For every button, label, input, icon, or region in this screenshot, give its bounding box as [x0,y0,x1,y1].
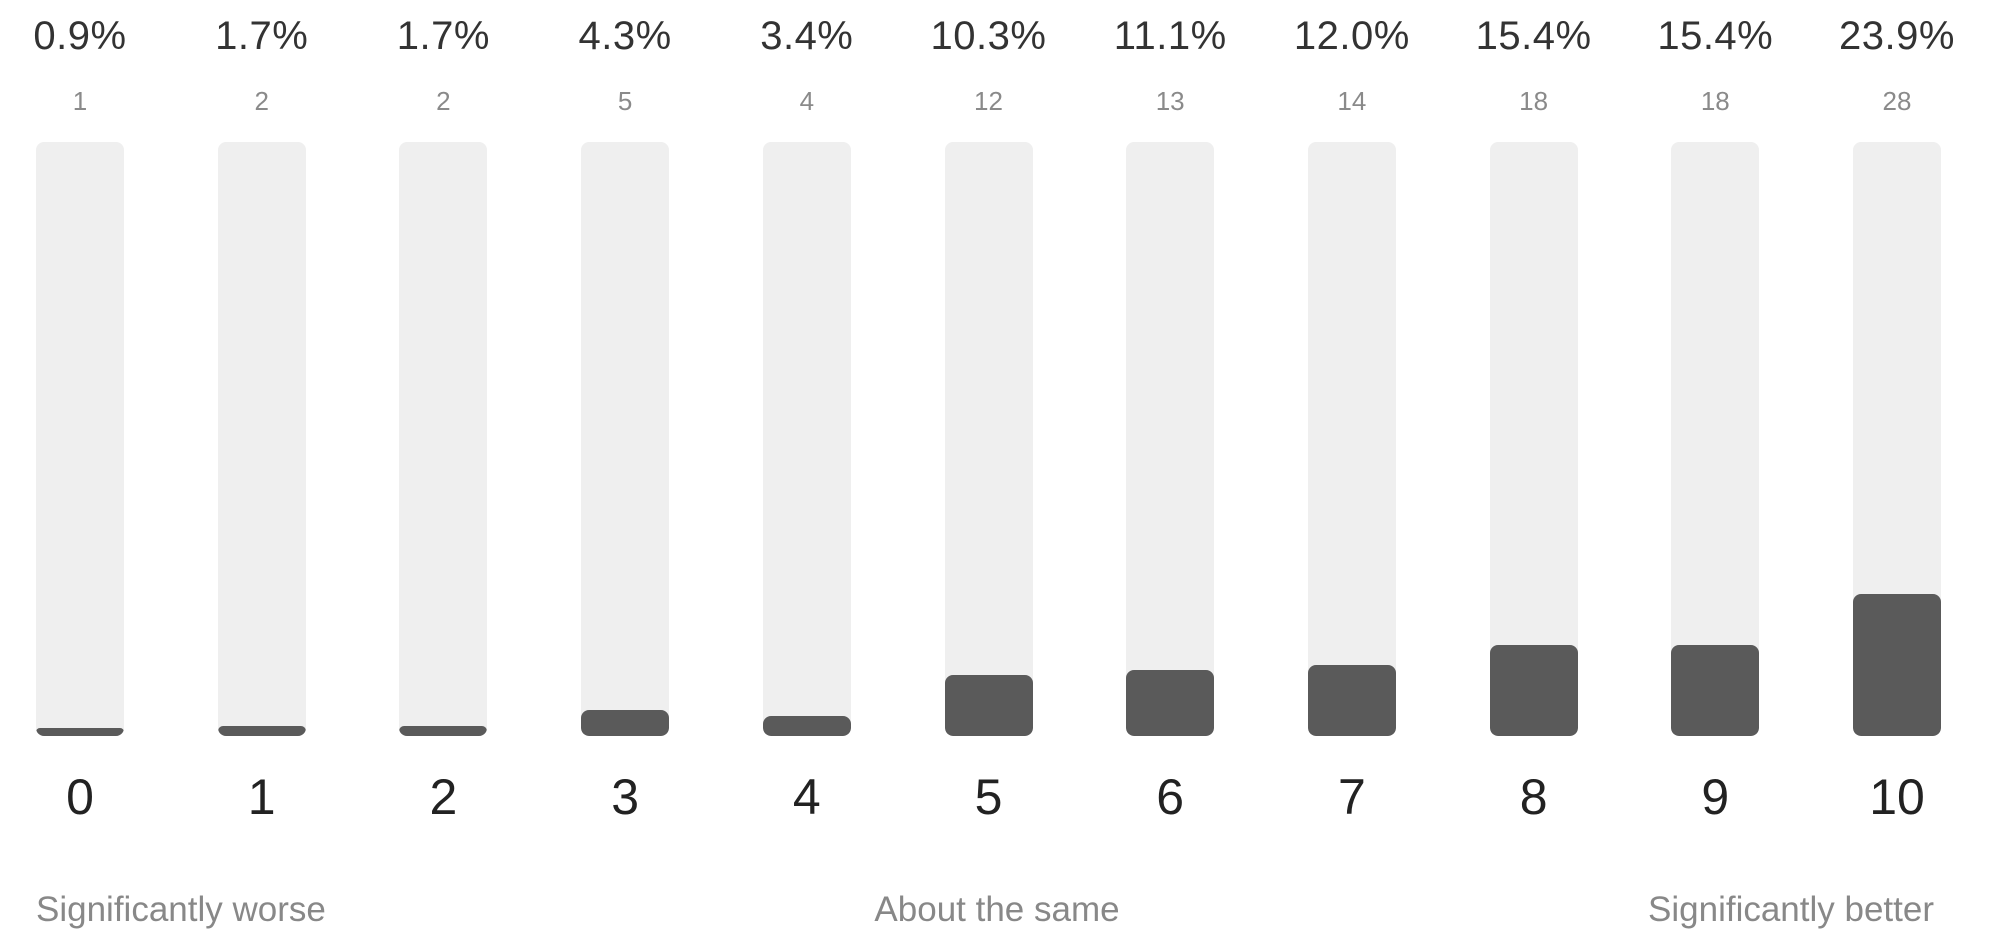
category-label: 6 [1156,769,1185,825]
bar [581,710,670,736]
category-label: 10 [1869,769,1925,825]
bar-column-8: 15.4% 18 8 [1454,0,1614,830]
percent-label: 15.4% [1475,14,1592,58]
percent-label: 1.7% [215,14,309,58]
category-label: 0 [66,769,94,825]
bar [1126,670,1215,736]
bar-track [36,142,124,736]
percent-label: 11.1% [1113,14,1227,58]
category-label: 7 [1337,769,1366,825]
percent-label: 4.3% [578,14,672,58]
percent-label: 23.9% [1839,14,1955,58]
bar [36,728,124,736]
bar-track [944,142,1033,736]
category-label: 4 [792,769,821,825]
percent-label: 12.0% [1293,14,1410,58]
bar [762,715,851,736]
percent-label: 10.3% [930,14,1047,58]
count-label: 4 [799,86,815,116]
bar-column-6: 11.1% 13 6 [1090,0,1250,830]
scale-label-middle: About the same [874,890,1120,929]
count-label: 14 [1337,86,1367,116]
percent-label: 1.7% [396,14,490,58]
count-label: 2 [436,86,451,116]
bar-column-9: 15.4% 18 9 [1635,0,1795,830]
bar-column-10: 23.9% 28 10 [1817,0,1977,830]
bar-track [1126,142,1215,736]
count-label: 12 [974,86,1003,116]
category-label: 2 [429,769,458,825]
category-label: 3 [611,769,639,825]
bar-column-1: 1.7% 2 1 [182,0,342,830]
bar-track [1307,142,1396,736]
category-label: 1 [247,769,276,825]
bar [1489,644,1578,736]
scale-label-left: Significantly worse [36,890,326,929]
bar-track [762,142,851,736]
bar-track [399,142,488,736]
count-label: 5 [617,86,633,116]
count-label: 2 [254,86,269,116]
bar [1671,644,1760,736]
bar-column-0: 0.9% 1 0 [0,0,160,830]
bar-column-7: 12.0% 14 7 [1272,0,1432,830]
bar-column-5: 10.3% 12 5 [909,0,1069,830]
count-label: 1 [72,86,88,116]
bar-track [581,142,670,736]
count-label: 13 [1155,86,1185,116]
bar-column-2: 1.7% 2 2 [363,0,523,830]
percent-label: 3.4% [760,14,854,58]
bar [1307,664,1396,736]
scale-label-right: Significantly better [1648,890,1934,929]
bar [1853,594,1941,736]
category-label: 5 [974,769,1003,825]
percent-label: 15.4% [1657,14,1774,58]
category-label: 9 [1701,769,1730,825]
bar-track [217,142,306,736]
bar-track [1853,142,1941,736]
bar-column-3: 4.3% 5 3 [545,0,705,830]
count-label: 18 [1519,86,1549,116]
category-label: 8 [1519,769,1548,825]
bar [399,725,488,736]
percent-label: 0.9% [33,14,127,58]
bar-track [1671,142,1760,736]
count-label: 28 [1882,86,1912,116]
count-label: 18 [1700,86,1730,116]
bar-column-4: 3.4% 4 4 [727,0,887,830]
bar [944,674,1033,736]
bar-track [1489,142,1578,736]
bar [217,725,306,736]
